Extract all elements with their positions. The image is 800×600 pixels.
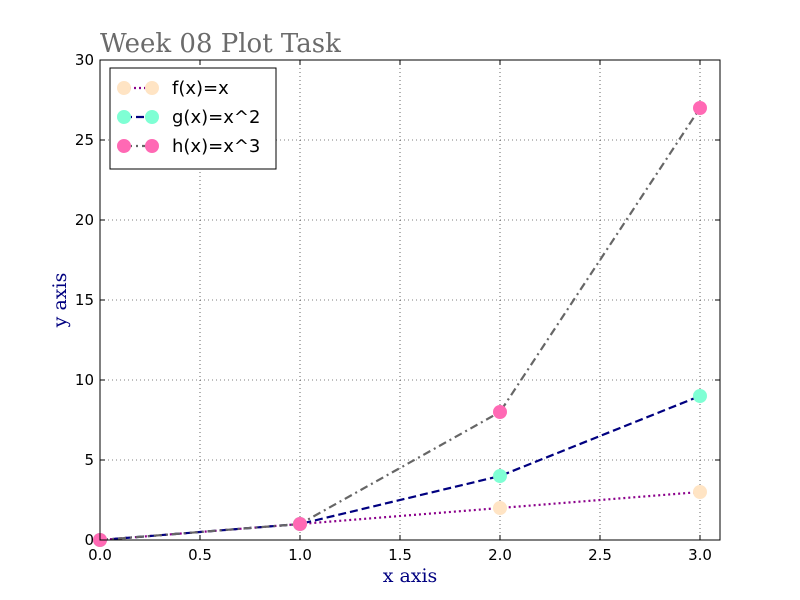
legend-marker-1 [117, 110, 131, 124]
series-1-point-3 [693, 389, 707, 403]
x-tick-label: 2.5 [588, 546, 612, 564]
legend: f(x)=x g(x)=x^2 h(x)=x^3 [109, 67, 277, 170]
y-tick-label: 20 [75, 211, 94, 229]
legend-marker-0 [145, 81, 159, 95]
legend-marker-2 [145, 139, 159, 153]
x-tick-label: 0.5 [188, 546, 212, 564]
y-tick-label: 0 [84, 531, 94, 549]
series-lines [99, 107, 701, 542]
y-tick-label: 5 [84, 451, 94, 469]
x-axis-label: x axis [383, 565, 438, 587]
series-1-point-2 [493, 469, 507, 483]
x-tick-label: 1.0 [288, 546, 312, 564]
y-axis-label: y axis [49, 273, 71, 329]
y-axis-ticks: 0 5 10 15 20 25 30 [75, 51, 720, 549]
legend-label-1: g(x)=x^2 [172, 107, 260, 128]
legend-box [109, 67, 277, 170]
y-tick-label: 10 [75, 371, 94, 389]
legend-marker-2 [117, 139, 131, 153]
x-tick-label: 3.0 [688, 546, 712, 564]
legend-label-2: h(x)=x^3 [172, 136, 260, 157]
x-tick-label: 0.0 [88, 546, 112, 564]
legend-marker-0 [117, 81, 131, 95]
series-2-point-3 [693, 101, 707, 115]
x-tick-label: 2.0 [488, 546, 512, 564]
x-axis-ticks: 0.0 0.5 1.0 1.5 2.0 2.5 3.0 [88, 60, 712, 564]
y-tick-label: 30 [75, 51, 94, 69]
y-tick-label: 25 [75, 131, 94, 149]
y-tick-label: 15 [75, 291, 94, 309]
series-line-1 [99, 394, 701, 542]
series-0-point-3 [693, 485, 707, 499]
legend-label-0: f(x)=x [172, 78, 229, 99]
x-tick-label: 1.5 [388, 546, 412, 564]
series-2-point-1 [293, 517, 307, 531]
series-0-point-2 [493, 501, 507, 515]
legend-marker-1 [145, 110, 159, 124]
series-2-point-2 [493, 405, 507, 419]
chart-title: Week 08 Plot Task [100, 29, 341, 59]
